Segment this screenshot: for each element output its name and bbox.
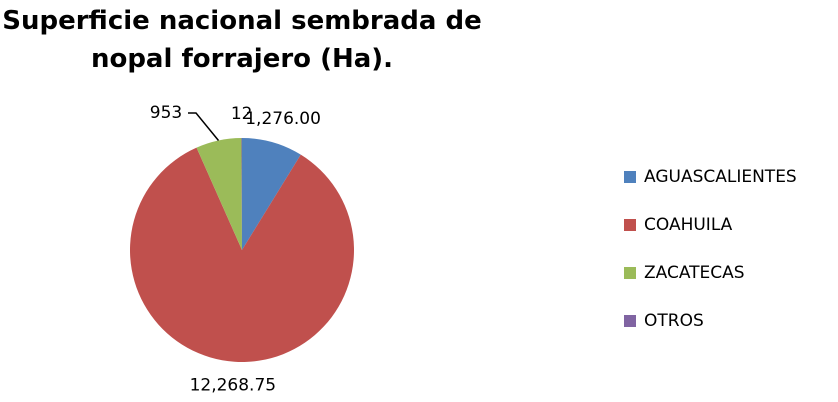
legend-swatch	[624, 171, 636, 183]
legend-label: COAHUILA	[644, 215, 733, 235]
data-label: 12	[231, 104, 253, 124]
data-label: 1,276.00	[245, 109, 321, 129]
pie-slice	[130, 147, 354, 363]
legend-swatch	[624, 267, 636, 279]
chart-title: Superficie nacional sembrada de nopal fo…	[2, 6, 482, 74]
legend-label: ZACATECAS	[644, 263, 745, 283]
pie-slice	[241, 138, 242, 250]
pie-slice	[196, 138, 242, 250]
legend-label: AGUASCALIENTES	[644, 167, 797, 187]
data-label: 953	[150, 103, 182, 123]
leader-line	[188, 112, 220, 141]
legend-swatch	[624, 219, 636, 231]
legend-swatch	[624, 315, 636, 327]
pie-slice	[242, 138, 301, 250]
data-label: 12,268.75	[190, 376, 277, 396]
legend-label: OTROS	[644, 311, 704, 331]
